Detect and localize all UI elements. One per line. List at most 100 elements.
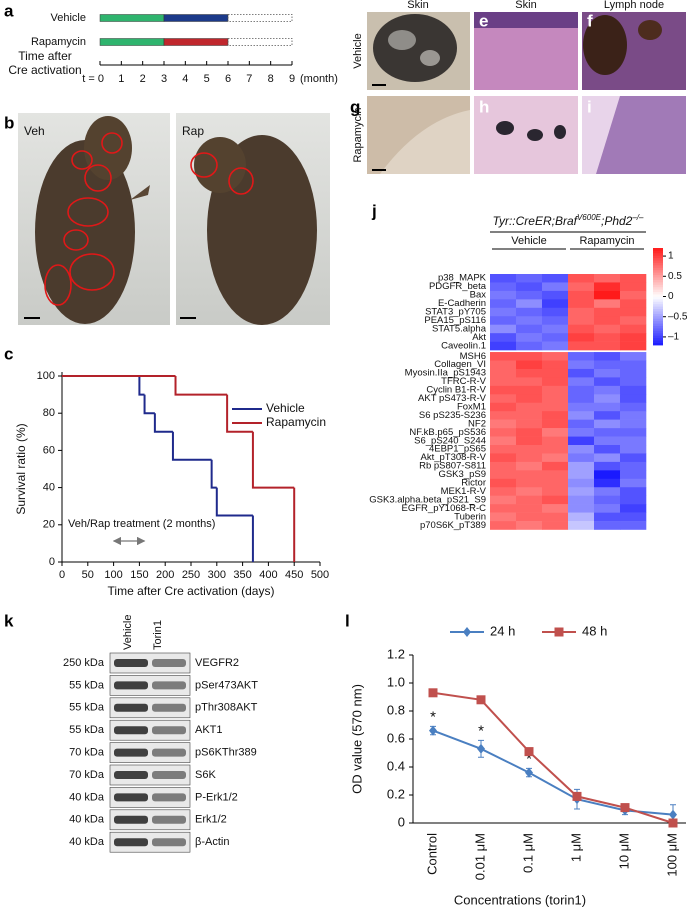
heatmap-cell	[594, 419, 621, 429]
heatmap-cell	[568, 445, 595, 454]
heatmap-cell	[490, 324, 517, 334]
heatmap-cell	[490, 360, 517, 370]
row-label: Rictor	[461, 478, 486, 489]
x-tick-label: 100 μM	[664, 833, 679, 877]
y-tick-label: 0	[49, 556, 55, 568]
colorbar-swatch	[653, 274, 663, 278]
survival-step	[251, 431, 295, 489]
heatmap-cell	[620, 402, 647, 412]
colorbar-swatch	[653, 272, 663, 276]
heatmap-cell	[620, 453, 647, 463]
band	[152, 838, 186, 847]
panel-label: j	[371, 201, 377, 220]
x-tick-label: 200	[156, 569, 174, 581]
colorbar-swatch	[653, 318, 663, 322]
heatmap-cell	[594, 428, 621, 437]
heatmap-cell	[568, 461, 595, 471]
heatmap-cell	[516, 428, 543, 437]
heatmap-cell	[490, 512, 517, 522]
legend-label: Rapamycin	[266, 415, 326, 429]
heatmap-cell	[620, 290, 647, 300]
heatmap-cell	[516, 411, 543, 420]
heatmap-cell	[490, 411, 517, 420]
colorbar-swatch	[653, 306, 663, 310]
point	[429, 725, 437, 736]
legend-label: Vehicle	[266, 401, 305, 415]
heatmap-cell	[490, 521, 517, 530]
row-label: NF.kB.p65_pS536	[409, 427, 486, 438]
x-tick-label: 300	[208, 569, 226, 581]
colorbar-swatch	[653, 252, 663, 256]
band	[152, 815, 186, 824]
heatmap-cell	[542, 428, 569, 437]
band	[114, 838, 148, 847]
heatmap-cell	[620, 521, 647, 530]
heatmap-cell	[542, 316, 569, 325]
heatmap-cell	[594, 394, 621, 404]
histology-tiles	[367, 12, 686, 174]
heatmap-cell	[516, 402, 543, 412]
point	[669, 809, 677, 820]
heatmap-cell	[620, 495, 647, 505]
lane-label: Torin1	[152, 620, 164, 650]
colorbar-swatch	[653, 303, 663, 307]
title-part: –/–	[631, 213, 644, 222]
heatmap-cell	[620, 394, 647, 404]
heatmap-cell	[542, 307, 569, 317]
heatmap-cell	[542, 445, 569, 454]
band	[114, 659, 148, 667]
band	[152, 793, 186, 802]
x-tick-label: 250	[182, 569, 200, 581]
colorbar-swatch	[653, 279, 663, 283]
heatmap-cell	[594, 487, 621, 496]
heatmap-cell	[620, 436, 647, 446]
y-tick-label: 0.8	[387, 702, 405, 717]
row-label: Collagen_VI	[434, 359, 486, 370]
kda-label: 40 kDa	[69, 791, 105, 803]
panel-label: h	[479, 97, 489, 116]
heatmap-cell	[568, 411, 595, 420]
colorbar-swatch	[653, 260, 663, 263]
heatmap-cell	[516, 487, 543, 496]
panel-label: a	[4, 1, 14, 20]
panel-label: g	[350, 97, 360, 116]
heatmap-cell	[594, 274, 621, 283]
heatmap-cell	[542, 504, 569, 513]
heatmap-cell	[594, 436, 621, 446]
blot-strip	[109, 742, 191, 763]
row-label: p38_MAPK	[438, 273, 487, 284]
colorbar-swatch	[653, 262, 663, 266]
row-label: E-Cadherin	[438, 298, 486, 309]
colorbar-swatch	[653, 330, 663, 334]
annotation: Veh/Rap treatment (2 months)	[68, 518, 215, 530]
heatmap-cell	[594, 368, 621, 378]
heatmap-cell	[620, 470, 647, 480]
heatmap-cell	[568, 402, 595, 412]
heatmap-cell	[568, 470, 595, 480]
x-tick-label: 0	[59, 569, 65, 581]
heatmap-cell	[620, 445, 647, 454]
heatmap-cell	[594, 299, 621, 309]
heatmap-cell	[594, 521, 621, 530]
x-axis-label: Concentrations (torin1)	[454, 892, 586, 907]
colorbar-swatch	[653, 340, 663, 343]
heatmap-cell	[516, 352, 543, 361]
row-label: TFRC-R-V	[441, 376, 487, 387]
heatmap-cell	[568, 512, 595, 522]
colorbar-swatch	[653, 267, 663, 271]
heatmap-cell	[594, 307, 621, 317]
timeline-tick-label: 3	[161, 73, 167, 85]
timeline-tick-label: 8	[268, 73, 274, 85]
histology-row-label: Vehicle	[352, 33, 364, 68]
series-line	[432, 691, 674, 824]
colorbar-swatch	[653, 284, 663, 288]
kda-label: 55 kDa	[69, 702, 105, 714]
heatmap-cell	[542, 419, 569, 429]
heatmap-cell	[516, 385, 543, 395]
title-part: Tyr::CreER;Braf	[493, 214, 579, 228]
x-tick-label: 150	[130, 569, 148, 581]
y-axis-label: Survival ratio (%)	[14, 423, 28, 514]
heatmap-cell	[594, 453, 621, 463]
heatmap-cell	[568, 385, 595, 395]
blot-strip	[109, 809, 191, 831]
